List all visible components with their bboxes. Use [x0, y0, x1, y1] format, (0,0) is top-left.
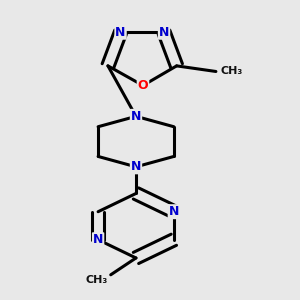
- Text: N: N: [116, 26, 126, 39]
- Text: N: N: [93, 233, 103, 246]
- Text: N: N: [159, 26, 169, 39]
- Text: CH₃: CH₃: [220, 67, 242, 76]
- Text: N: N: [169, 205, 179, 218]
- Text: CH₃: CH₃: [85, 275, 108, 285]
- Text: O: O: [138, 79, 148, 92]
- Text: N: N: [131, 160, 141, 173]
- Text: N: N: [131, 110, 141, 123]
